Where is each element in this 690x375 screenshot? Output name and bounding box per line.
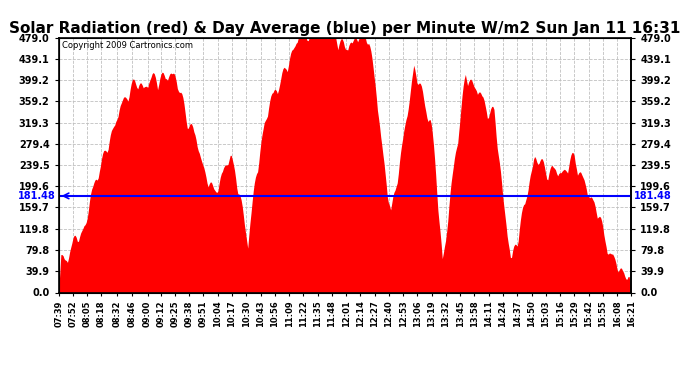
Text: 181.48: 181.48 bbox=[18, 191, 56, 201]
Title: Solar Radiation (red) & Day Average (blue) per Minute W/m2 Sun Jan 11 16:31: Solar Radiation (red) & Day Average (blu… bbox=[9, 21, 681, 36]
Text: Copyright 2009 Cartronics.com: Copyright 2009 Cartronics.com bbox=[61, 41, 193, 50]
Text: 181.48: 181.48 bbox=[634, 191, 672, 201]
